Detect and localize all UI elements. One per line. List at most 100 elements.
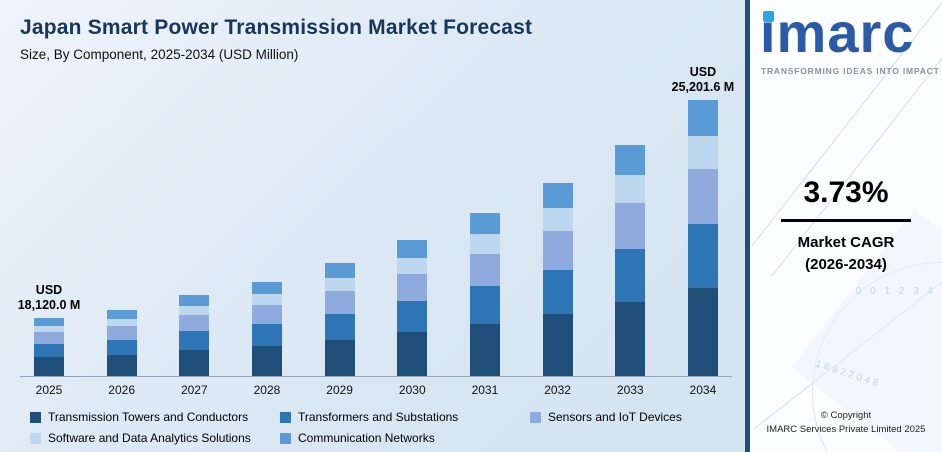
- bar-2034: [687, 100, 718, 376]
- bar-segment: [179, 315, 210, 332]
- bar-2028: [251, 282, 282, 376]
- imarc-logo-text: imarc: [760, 1, 915, 64]
- bar-segment: [542, 208, 573, 232]
- x-label-2025: 2025: [35, 383, 63, 397]
- bar-2030: [397, 240, 428, 376]
- legend-label: Sensors and IoT Devices: [548, 410, 682, 424]
- bar-segment: [542, 183, 573, 209]
- page-title: Japan Smart Power Transmission Market Fo…: [20, 16, 533, 39]
- bar-segment: [106, 354, 137, 376]
- legend-item: Communication Networks: [280, 431, 530, 445]
- legend-row: Software and Data Analytics Solutions Com…: [30, 431, 742, 445]
- bar-segment: [469, 213, 500, 235]
- bar-segment: [469, 253, 500, 287]
- cagr-block: 3.73% Market CAGR (2026-2034): [750, 176, 942, 276]
- legend-label: Software and Data Analytics Solutions: [48, 431, 251, 445]
- bar-column-2034: USD 25,201.6 M: [672, 65, 735, 376]
- bar-segment: [397, 240, 428, 258]
- legend-label: Transformers and Substations: [298, 410, 459, 424]
- bar-segment: [687, 287, 718, 376]
- bar-segment: [179, 331, 210, 351]
- bar-segment: [615, 248, 646, 303]
- bar-segment: [615, 302, 646, 376]
- legend-swatch-icon: [30, 411, 41, 423]
- x-label-2027: 2027: [180, 383, 208, 397]
- x-label-2026: 2026: [108, 383, 135, 397]
- bar-segment: [542, 231, 573, 270]
- value-label-2025: USD 18,120.0 M: [18, 283, 81, 314]
- legend-row: Transmission Towers and Conductors Transf…: [30, 410, 742, 424]
- bar-segment: [687, 135, 718, 169]
- bar-segment: [106, 310, 137, 319]
- bar-segment: [542, 314, 573, 376]
- legend: Transmission Towers and Conductors Transf…: [30, 410, 742, 452]
- bar-column-2027: [165, 295, 223, 376]
- legend-swatch-icon: [30, 432, 41, 444]
- bar-segment: [34, 344, 64, 358]
- bar-segment: [251, 345, 282, 376]
- bar-2033: [615, 145, 646, 376]
- x-label-2032: 2032: [544, 383, 571, 397]
- bar-segment: [324, 263, 355, 278]
- copyright-line2: IMARC Services Private Limited 2025: [766, 424, 926, 436]
- bar-segment: [34, 357, 64, 376]
- bar-segment: [179, 295, 210, 306]
- cagr-label: Market CAGR: [797, 234, 895, 251]
- bar-column-2033: [601, 145, 659, 376]
- bar-segment: [34, 332, 64, 345]
- x-label-2029: 2029: [326, 383, 353, 397]
- bar-segment: [106, 326, 137, 340]
- x-label-2030: 2030: [398, 383, 426, 397]
- decor-digits: 0 0 1 2 3 4: [855, 286, 936, 297]
- bar-column-2025: USD 18,120.0 M: [18, 283, 81, 376]
- bar-segment: [106, 339, 137, 355]
- bar-segment: [469, 286, 500, 324]
- bar-segment: [469, 323, 500, 376]
- bar-chart: USD 18,120.0 M USD 25,201.6 M: [18, 65, 735, 377]
- bar-column-2028: [238, 282, 296, 376]
- value-label-line: 25,201.6 M: [671, 80, 735, 95]
- legend-item: Transmission Towers and Conductors: [30, 410, 280, 424]
- bar-segment: [469, 234, 500, 254]
- value-label-line: 18,120.0 M: [17, 298, 81, 313]
- bar-column-2029: [311, 263, 369, 376]
- imarc-logo: imarc: [760, 1, 915, 64]
- value-label-2034: USD 25,201.6 M: [672, 65, 735, 96]
- bar-segment: [251, 324, 282, 346]
- bar-segment: [397, 257, 428, 274]
- bar-segment: [542, 269, 573, 315]
- bar-segment: [251, 305, 282, 325]
- bar-segment: [324, 313, 355, 340]
- bar-segment: [324, 277, 355, 292]
- bar-segment: [687, 168, 718, 225]
- bar-segment: [34, 325, 64, 333]
- bar-segment: [687, 100, 718, 136]
- bar-2027: [179, 295, 210, 376]
- bar-segment: [397, 301, 428, 333]
- bar-2032: [542, 183, 573, 376]
- x-axis-labels: 2025 2026 2027 2028 2029 2030 2031 2032 2033 2034: [20, 383, 732, 397]
- cagr-value: 3.73%: [803, 176, 889, 209]
- value-label-line: USD: [35, 282, 63, 297]
- bar-segment: [251, 282, 282, 295]
- bar-segment: [324, 339, 355, 376]
- legend-item: Transformers and Substations: [280, 410, 530, 424]
- x-label-2033: 2033: [616, 383, 644, 397]
- brand-tagline: TRANSFORMING IDEAS INTO IMPACT: [761, 66, 940, 76]
- bar-column-2031: [456, 213, 514, 376]
- bar-segment: [34, 318, 64, 326]
- legend-swatch-icon: [280, 432, 291, 444]
- bar-2026: [106, 310, 137, 376]
- legend-item: Sensors and IoT Devices: [530, 410, 780, 424]
- bar-2025: [34, 318, 64, 376]
- bar-segment: [687, 224, 718, 288]
- chart-subtitle: Size, By Component, 2025-2034 (USD Milli…: [20, 47, 299, 62]
- bar-segment: [324, 291, 355, 314]
- bar-segment: [397, 332, 428, 376]
- brand-sidebar: 0 0 1 2 3 4 16922048 imarc TRANSFORMING …: [745, 0, 942, 452]
- bar-segment: [615, 202, 646, 249]
- bar-2029: [324, 263, 355, 376]
- bar-segment: [179, 350, 210, 376]
- legend-label: Communication Networks: [298, 431, 435, 445]
